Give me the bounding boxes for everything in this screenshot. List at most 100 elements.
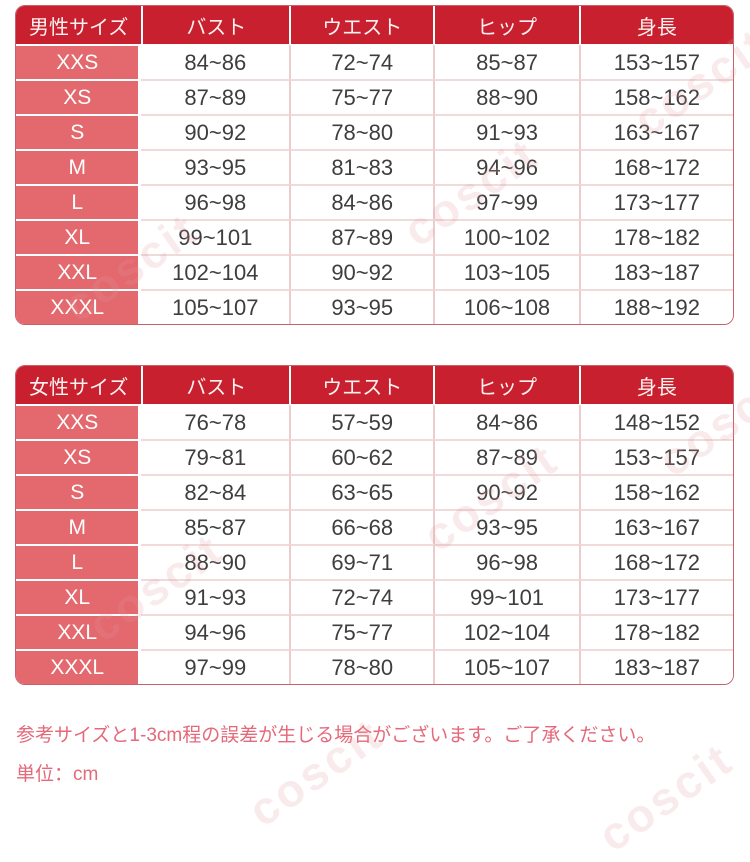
bust-cell: 84~86: [141, 44, 290, 79]
height-cell: 163~167: [578, 114, 733, 149]
size-row: S 90~92 78~80 91~93 163~167: [16, 114, 733, 149]
bust-cell: 94~96: [141, 614, 290, 649]
column-header: ウエスト: [289, 366, 434, 404]
men-size-table: 男性サイズ バスト ウエスト ヒップ 身長 XXS 84~86 72~74 85~87…: [15, 5, 734, 325]
size-label-cell: XS: [16, 439, 142, 474]
waist-cell: 90~92: [289, 254, 434, 289]
waist-cell: 84~86: [289, 184, 434, 219]
size-label-cell: M: [16, 149, 142, 184]
height-cell: 163~167: [578, 509, 733, 544]
column-header: ヒップ: [433, 6, 579, 44]
size-row: XXL 94~96 75~77 102~104 178~182: [16, 614, 733, 649]
height-cell: 183~187: [578, 649, 733, 684]
note-tolerance: 参考サイズと1-3cm程の誤差が生じる場合がございます。ご了承ください。: [16, 725, 656, 746]
bust-cell: 87~89: [141, 79, 290, 114]
height-cell: 188~192: [578, 289, 733, 324]
column-header: 身長: [578, 6, 733, 44]
men-header-row: 男性サイズ バスト ウエスト ヒップ 身長: [16, 6, 733, 44]
waist-cell: 75~77: [289, 79, 434, 114]
hip-cell: 100~102: [433, 219, 579, 254]
hip-cell: 88~90: [433, 79, 579, 114]
size-label-cell: XS: [16, 79, 142, 114]
bust-cell: 105~107: [141, 289, 290, 324]
size-row: XXS 84~86 72~74 85~87 153~157: [16, 44, 733, 79]
hip-cell: 84~86: [433, 404, 579, 439]
women-size-table: 女性サイズ バスト ウエスト ヒップ 身長 XXS 76~78 57~59 84~86…: [15, 365, 734, 685]
size-row: XL 91~93 72~74 99~101 173~177: [16, 579, 733, 614]
hip-cell: 87~89: [433, 439, 579, 474]
size-label-cell: XXXL: [16, 289, 142, 324]
waist-cell: 72~74: [289, 44, 434, 79]
size-row: L 96~98 84~86 97~99 173~177: [16, 184, 733, 219]
size-row: XS 79~81 60~62 87~89 153~157: [16, 439, 733, 474]
height-cell: 168~172: [578, 544, 733, 579]
height-cell: 178~182: [578, 219, 733, 254]
height-cell: 183~187: [578, 254, 733, 289]
bust-cell: 93~95: [141, 149, 290, 184]
height-cell: 178~182: [578, 614, 733, 649]
waist-cell: 78~80: [289, 649, 434, 684]
hip-cell: 90~92: [433, 474, 579, 509]
waist-cell: 78~80: [289, 114, 434, 149]
bust-cell: 90~92: [141, 114, 290, 149]
size-row: XXS 76~78 57~59 84~86 148~152: [16, 404, 733, 439]
hip-cell: 96~98: [433, 544, 579, 579]
size-label-cell: L: [16, 184, 142, 219]
size-label-cell: XXL: [16, 614, 142, 649]
waist-cell: 63~65: [289, 474, 434, 509]
height-cell: 173~177: [578, 579, 733, 614]
height-cell: 148~152: [578, 404, 733, 439]
size-row: S 82~84 63~65 90~92 158~162: [16, 474, 733, 509]
men-table-title: 男性サイズ: [16, 6, 142, 44]
waist-cell: 60~62: [289, 439, 434, 474]
waist-cell: 87~89: [289, 219, 434, 254]
size-label-cell: S: [16, 114, 142, 149]
waist-cell: 72~74: [289, 579, 434, 614]
bust-cell: 88~90: [141, 544, 290, 579]
column-header: ヒップ: [433, 366, 579, 404]
bust-cell: 96~98: [141, 184, 290, 219]
women-size-table-grid: 女性サイズ バスト ウエスト ヒップ 身長 XXS 76~78 57~59 84~86…: [16, 366, 733, 684]
size-row: M 93~95 81~83 94~96 168~172: [16, 149, 733, 184]
bust-cell: 76~78: [141, 404, 290, 439]
height-cell: 153~157: [578, 439, 733, 474]
waist-cell: 69~71: [289, 544, 434, 579]
size-label-cell: L: [16, 544, 142, 579]
column-header: バスト: [141, 6, 290, 44]
waist-cell: 66~68: [289, 509, 434, 544]
bust-cell: 99~101: [141, 219, 290, 254]
footnotes: 参考サイズと1-3cm程の誤差が生じる場合がございます。ご了承ください。 単位：…: [16, 722, 655, 799]
hip-cell: 91~93: [433, 114, 579, 149]
men-table-body: XXS 84~86 72~74 85~87 153~157 XS 87~89 7…: [16, 44, 733, 324]
size-label-cell: XL: [16, 219, 142, 254]
size-row: XL 99~101 87~89 100~102 178~182: [16, 219, 733, 254]
size-label-cell: XXS: [16, 44, 142, 79]
women-table-title: 女性サイズ: [16, 366, 142, 404]
hip-cell: 106~108: [433, 289, 579, 324]
bust-cell: 97~99: [141, 649, 290, 684]
height-cell: 158~162: [578, 79, 733, 114]
waist-cell: 75~77: [289, 614, 434, 649]
size-row: M 85~87 66~68 93~95 163~167: [16, 509, 733, 544]
size-label-cell: XXL: [16, 254, 142, 289]
size-label-cell: M: [16, 509, 142, 544]
size-label-cell: S: [16, 474, 142, 509]
women-header-row: 女性サイズ バスト ウエスト ヒップ 身長: [16, 366, 733, 404]
bust-cell: 102~104: [141, 254, 290, 289]
height-cell: 168~172: [578, 149, 733, 184]
size-row: XXL 102~104 90~92 103~105 183~187: [16, 254, 733, 289]
size-row: L 88~90 69~71 96~98 168~172: [16, 544, 733, 579]
size-label-cell: XXS: [16, 404, 142, 439]
waist-cell: 81~83: [289, 149, 434, 184]
bust-cell: 91~93: [141, 579, 290, 614]
height-cell: 173~177: [578, 184, 733, 219]
note-unit: 単位：cm: [16, 763, 99, 785]
waist-cell: 93~95: [289, 289, 434, 324]
hip-cell: 99~101: [433, 579, 579, 614]
column-header: ウエスト: [289, 6, 434, 44]
men-size-table-grid: 男性サイズ バスト ウエスト ヒップ 身長 XXS 84~86 72~74 85~87…: [16, 6, 733, 324]
bust-cell: 79~81: [141, 439, 290, 474]
hip-cell: 105~107: [433, 649, 579, 684]
hip-cell: 97~99: [433, 184, 579, 219]
bust-cell: 82~84: [141, 474, 290, 509]
